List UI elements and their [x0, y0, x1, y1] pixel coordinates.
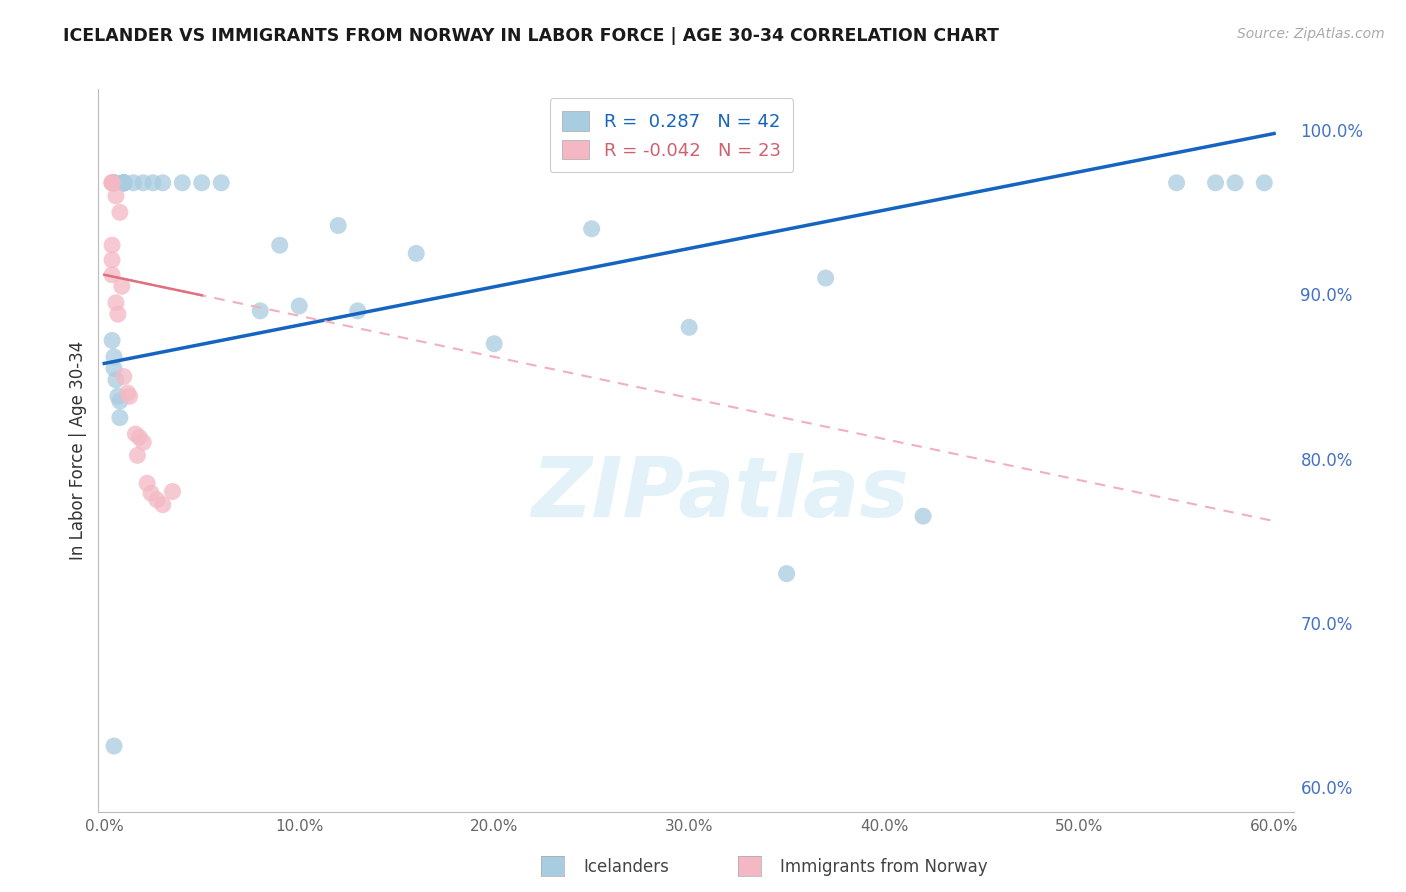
Point [108, 394, 131, 409]
Point [152, 176, 174, 190]
Point [190, 176, 212, 190]
Point [111, 279, 134, 293]
Point [288, 299, 311, 313]
Point [1166, 176, 1188, 190]
Text: Icelanders: Icelanders [583, 858, 669, 876]
Point [112, 176, 135, 190]
Point [678, 320, 700, 334]
Point [104, 189, 127, 203]
Point [104, 295, 127, 310]
Point [346, 304, 368, 318]
Text: ICELANDER VS IMMIGRANTS FROM NORWAY IN LABOR FORCE | AGE 30-34 CORRELATION CHART: ICELANDER VS IMMIGRANTS FROM NORWAY IN L… [63, 27, 1000, 45]
Point [132, 435, 155, 450]
Point [482, 336, 505, 351]
Point [101, 176, 124, 190]
Point [101, 252, 124, 267]
Point [152, 498, 174, 512]
Point [405, 246, 427, 260]
Point [112, 176, 135, 190]
Point [103, 350, 125, 364]
Point [107, 307, 129, 321]
Point [142, 176, 165, 190]
Point [162, 484, 184, 499]
Point [122, 176, 145, 190]
Point [127, 449, 149, 463]
Point [112, 176, 135, 190]
Point [103, 176, 125, 190]
Point [103, 176, 125, 190]
Point [112, 176, 135, 190]
Point [775, 566, 797, 581]
Point [101, 238, 124, 252]
Point [1223, 176, 1246, 190]
Point [108, 410, 131, 425]
Point [112, 369, 135, 384]
Point [1253, 176, 1275, 190]
Point [128, 430, 150, 444]
Legend: R =  0.287   N = 42, R = -0.042   N = 23: R = 0.287 N = 42, R = -0.042 N = 23 [550, 98, 793, 172]
Point [814, 271, 837, 285]
Point [107, 389, 129, 403]
Text: ZIPatlas: ZIPatlas [531, 453, 908, 534]
Point [912, 509, 935, 524]
Point [101, 176, 124, 190]
Point [103, 739, 125, 753]
Point [124, 427, 146, 442]
Point [101, 334, 124, 348]
Point [103, 361, 125, 376]
Point [132, 176, 155, 190]
Point [139, 486, 162, 500]
Point [1205, 176, 1227, 190]
Point [136, 476, 159, 491]
Point [209, 176, 232, 190]
Point [118, 389, 141, 403]
Point [104, 373, 127, 387]
Y-axis label: In Labor Force | Age 30-34: In Labor Force | Age 30-34 [69, 341, 87, 560]
Point [581, 221, 603, 235]
Point [112, 176, 135, 190]
Point [103, 176, 125, 190]
Point [117, 386, 139, 401]
Text: Immigrants from Norway: Immigrants from Norway [780, 858, 988, 876]
Text: Source: ZipAtlas.com: Source: ZipAtlas.com [1237, 27, 1385, 41]
Point [101, 176, 124, 190]
Point [103, 176, 125, 190]
Point [112, 176, 135, 190]
Point [172, 176, 194, 190]
Point [269, 238, 291, 252]
Point [108, 205, 131, 219]
Point [112, 176, 135, 190]
Point [249, 304, 271, 318]
Point [101, 268, 124, 282]
Point [328, 219, 350, 233]
Point [146, 492, 169, 507]
